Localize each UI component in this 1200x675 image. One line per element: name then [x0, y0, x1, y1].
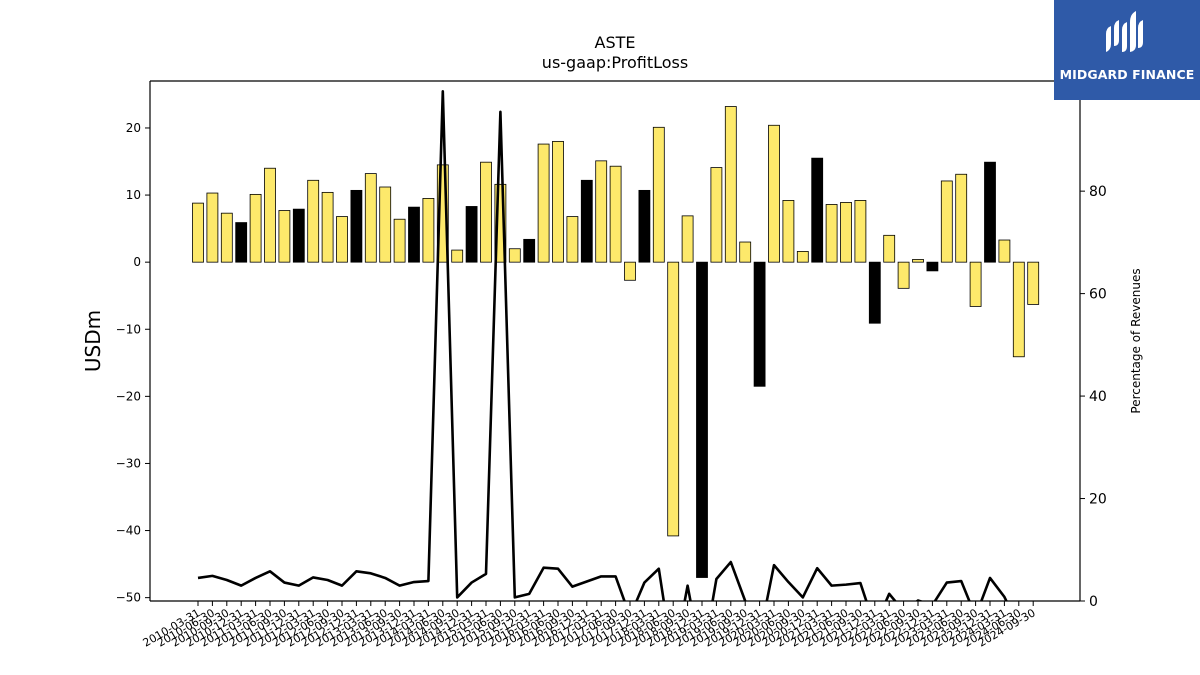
- y-tick-label: −20: [116, 389, 141, 403]
- axes: 20100−10−20−30−40−500204060801002010-03-…: [116, 80, 1116, 650]
- y2-axis-label: Percentage of Revenues: [1129, 268, 1143, 413]
- bar-2011-06-30: [264, 167, 276, 263]
- bar-2017-09-30: [624, 261, 636, 281]
- bar-2012-03-31: [307, 179, 320, 263]
- midgard-logo-icon: [1106, 11, 1143, 52]
- bar-2022-03-31: [883, 234, 896, 263]
- y-tick-label: 20: [126, 121, 141, 135]
- bar-2012-06-30: [321, 191, 334, 263]
- line-path: [197, 89, 1008, 601]
- bar-2023-03-31: [940, 180, 953, 263]
- bar-2022-12-31: [926, 261, 939, 272]
- bar-2019-03-31: [710, 167, 723, 263]
- bar-2024-09-30: [1027, 261, 1040, 305]
- y2-tick-label: 40: [1089, 389, 1107, 405]
- bar-2018-09-30: [681, 215, 694, 263]
- bar-2010-06-30: [206, 192, 219, 263]
- y-tick-label: −30: [116, 456, 141, 470]
- bar-2016-03-31: [537, 143, 550, 263]
- bar-2010-12-31: [235, 222, 248, 263]
- bar-2011-09-30: [278, 210, 291, 263]
- bar-2020-03-31: [768, 124, 780, 263]
- bar-2017-06-30: [609, 165, 622, 263]
- bar-2016-09-30: [566, 216, 579, 263]
- logo-text: MIDGARD FINANCE: [1059, 67, 1195, 82]
- y-tick-label: 0: [133, 255, 141, 269]
- bar-2014-03-31: [422, 198, 435, 263]
- midgard-logo: MIDGARD FINANCE: [1054, 0, 1200, 100]
- y2-tick-label: 60: [1089, 287, 1107, 303]
- y2-tick-label: 80: [1089, 184, 1107, 200]
- bar-2015-03-31: [480, 161, 492, 263]
- bar-2017-12-31: [638, 189, 651, 263]
- bar-2022-06-30: [897, 261, 910, 289]
- bar-2016-06-30: [552, 140, 564, 263]
- bar-2014-06-30: [436, 164, 449, 263]
- bar-2013-03-31: [364, 173, 377, 263]
- chart-title: ASTE: [595, 33, 636, 52]
- y-tick-label: −10: [116, 322, 141, 336]
- bar-2022-09-30: [912, 259, 924, 263]
- bar-2020-12-31: [811, 157, 824, 263]
- bar-2021-06-30: [840, 202, 852, 263]
- bar-2021-09-30: [854, 200, 867, 263]
- bar-2012-12-31: [350, 189, 363, 263]
- y-tick-label: −40: [116, 524, 141, 538]
- bar-2021-12-31: [868, 261, 881, 324]
- y-axis-label: USDm: [81, 310, 105, 372]
- line-series: [197, 89, 1008, 601]
- bar-2013-09-30: [393, 218, 406, 263]
- y2-tick-label: 0: [1089, 594, 1098, 610]
- y2-tick-label: 20: [1089, 492, 1107, 508]
- bar-2010-03-31: [192, 202, 204, 263]
- bar-2023-12-31: [984, 161, 996, 263]
- bar-2020-06-30: [782, 200, 795, 263]
- bar-2010-09-30: [220, 212, 233, 263]
- bar-2017-03-31: [595, 160, 608, 263]
- bar-2018-03-31: [652, 126, 665, 263]
- bar-2014-09-30: [451, 249, 464, 263]
- bar-2011-12-31: [292, 208, 305, 263]
- bar-2015-09-30: [508, 248, 521, 263]
- y-tick-label: 10: [126, 188, 141, 202]
- bar-series: [192, 106, 1040, 578]
- bar-2019-12-31: [753, 261, 766, 387]
- bar-2013-06-30: [379, 186, 392, 263]
- bar-2019-06-30: [724, 106, 737, 263]
- bar-2016-12-31: [580, 179, 593, 263]
- bar-2023-06-30: [955, 173, 968, 263]
- bar-2024-03-31: [998, 239, 1011, 263]
- bar-2012-09-30: [336, 216, 348, 263]
- bar-2023-09-30: [969, 261, 982, 307]
- bar-2018-12-31: [696, 261, 708, 578]
- bar-2024-06-30: [1012, 261, 1025, 358]
- bar-2013-12-31: [408, 206, 420, 263]
- bar-2015-06-30: [494, 183, 507, 263]
- bar-2015-12-31: [523, 238, 536, 263]
- chart-subtitle: us-gaap:ProfitLoss: [542, 53, 688, 72]
- bar-2020-09-30: [796, 251, 809, 263]
- bar-2014-12-31: [465, 206, 478, 263]
- y-tick-label: −50: [116, 591, 141, 605]
- bar-2018-06-30: [667, 261, 680, 537]
- bar-2011-03-31: [249, 193, 262, 263]
- bar-2021-03-31: [825, 204, 838, 263]
- bar-2019-09-30: [739, 241, 752, 263]
